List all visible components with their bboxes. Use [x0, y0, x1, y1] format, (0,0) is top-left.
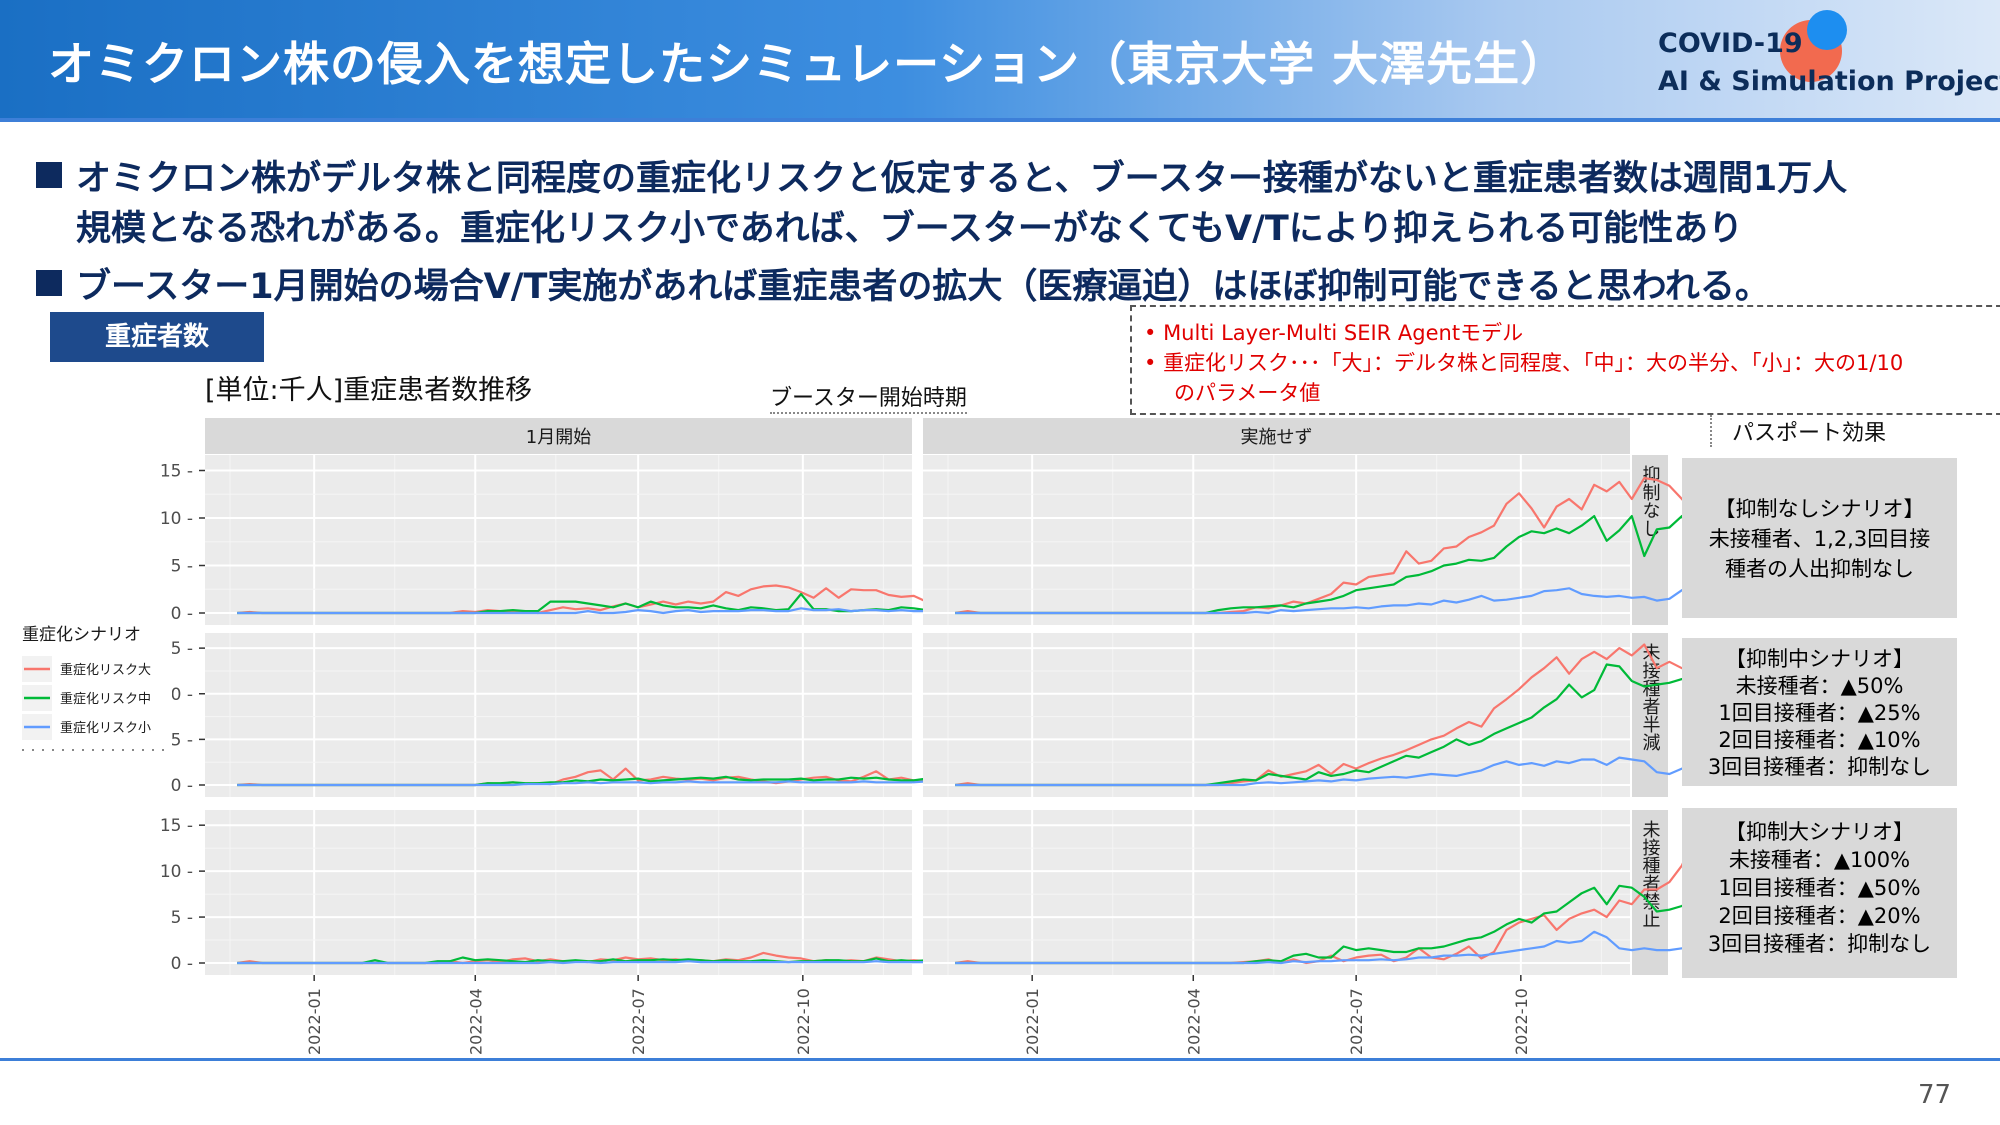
y-tick-label: 5 - [171, 908, 193, 928]
bullet-1-line-1: オミクロン株がデルタ株と同程度の重症化リスクと仮定すると、ブースター接種がないと… [76, 159, 1848, 199]
title-banner [0, 0, 2000, 118]
passport-effect-header: パスポート効果 [1710, 415, 1886, 447]
logo-text-covid: COVID-19 [1658, 28, 1803, 59]
bullet-2: ブースター1月開始の場合V/T実施があれば重症患者の拡大（医療逼迫）はほぼ抑制可… [76, 267, 1770, 307]
panel-r2-c1-bg [923, 810, 1630, 975]
bullet-1-line-2: 規模となる恐れがある。重症化リスク小であれば、ブースターがなくてもV/Tにより抑… [76, 209, 1744, 249]
legend-label-重症化リスク小: 重症化リスク小 [60, 720, 151, 736]
scenario-medium-line-5: 3回目接種者：抑制なし [1707, 755, 1932, 779]
panel-r0-c1 [923, 455, 1720, 625]
scenario-box-medium: 【抑制中シナリオ】 未接種者：▲50% 1回目接種者：▲25% 2回目接種者：▲… [1682, 638, 1957, 786]
y-tick-label: 5 - [171, 557, 193, 577]
y-tick-label: 0 - [171, 954, 193, 974]
panel-r0-c0-bg [205, 455, 912, 625]
panel-r0-c1-bg [923, 455, 1630, 625]
panel-r1-c0 [205, 633, 1002, 797]
scenario-none-line-2: 未接種者、1,2,3回目接 [1708, 527, 1931, 551]
series-line-重症化リスク小-r2-c1 [955, 930, 1720, 965]
page-title: オミクロン株の侵入を想定したシミュレーション（東京大学 大澤先生） [48, 37, 1568, 91]
banner-divider [0, 118, 2000, 122]
facet-strip-col-0 [205, 418, 912, 454]
model-note-box: • Multi Layer-Multi SEIR Agentモデル • 重症化リ… [1130, 305, 2000, 415]
series-line-重症化リスク小-r1-c1 [955, 756, 1720, 787]
facet-strip-row-1 [1632, 633, 1668, 797]
y-tick-label: 10 - [160, 509, 193, 529]
legend-label-重症化リスク中: 重症化リスク中 [60, 691, 151, 707]
booster-start-header: ブースター開始時期 [770, 380, 967, 414]
y-tick-label: 10 - [160, 862, 193, 882]
y-tick-label: 15 - [160, 816, 193, 836]
scenario-strong-line-4: 2回目接種者：▲20% [1718, 904, 1921, 928]
series-line-重症化リスク小-r0-c0 [237, 607, 1002, 615]
scenario-box-strong: 【抑制大シナリオ】 未接種者：▲100% 1回目接種者：▲50% 2回目接種者：… [1682, 808, 1957, 978]
facet-strip-col-1 [923, 418, 1630, 454]
x-tick-label: 2022-07 [1347, 988, 1366, 1055]
scenario-none-line-3: 種者の人出抑制なし [1725, 557, 1914, 581]
panel-r1-c1-bg [923, 633, 1630, 797]
x-tick-label: 2022-04 [466, 988, 485, 1055]
x-tick-label: 2022-04 [1184, 988, 1203, 1055]
facet-label-row-1: 未接種者半減 [1640, 643, 1661, 751]
scenario-medium-line-3: 1回目接種者：▲25% [1718, 701, 1921, 725]
logo-text-project: AI & Simulation Project [1658, 66, 2000, 97]
panel-r1-c1 [923, 633, 1720, 797]
y-tick-label: 0 - [171, 776, 193, 796]
y-tick-label: 15 - [160, 462, 193, 482]
note-bullet-2: • 重症化リスク･･･「大」：デルタ株と同程度、「中」：大の半分、「小」：大の1… [1144, 351, 1904, 375]
y-tick-label: 5 - [171, 639, 193, 659]
series-line-重症化リスク小-r0-c1 [955, 583, 1720, 615]
scenario-strong-line-3: 1回目接種者：▲50% [1718, 876, 1921, 900]
scenario-box-none: 【抑制なしシナリオ】 未接種者、1,2,3回目接 種者の人出抑制なし [1682, 458, 1957, 618]
facet-label-col-1: 実施せず [1241, 427, 1313, 448]
series-line-重症化リスク小-r1-c0 [237, 780, 1002, 787]
facet-label-col-0: 1月開始 [526, 427, 591, 448]
panel-r2-c0-bg [205, 810, 912, 975]
bullet-square-1 [36, 162, 62, 188]
scenario-strong-line-2: 未接種者：▲100% [1728, 848, 1911, 872]
chart-caption: [単位:千人]重症患者数推移 [205, 375, 533, 406]
panel-r2-c0 [205, 810, 1002, 975]
x-tick-label: 2022-01 [1023, 988, 1042, 1055]
logo-blue-circle [1807, 10, 1847, 50]
y-tick-label: 0 - [171, 604, 193, 624]
legend-title: 重症化シナリオ [22, 625, 141, 645]
severe-patients-tag: 重症者数 [50, 312, 264, 362]
y-tick-label: 5 - [171, 730, 193, 750]
page-number: 77 [1918, 1080, 1952, 1110]
facet-label-row-2: 未接種者禁止 [1640, 820, 1661, 928]
footer-divider [0, 1058, 2000, 1061]
x-tick-label: 2022-10 [1512, 988, 1531, 1055]
note-text-3: のパラメータ値 [1174, 381, 1321, 405]
y-tick-label: 0 - [171, 685, 193, 705]
panel-r2-c1 [923, 810, 1721, 975]
scenario-none-title: 【抑制なしシナリオ】 [1714, 497, 1925, 521]
x-tick-label: 2022-01 [305, 988, 324, 1055]
scenario-medium-line-4: 2回目接種者：▲10% [1718, 728, 1921, 752]
scenario-medium-line-2: 未接種者：▲50% [1735, 674, 1904, 698]
note-text-1: Multi Layer-Multi SEIR Agentモデル [1163, 321, 1524, 345]
scenario-strong-line-5: 3回目接種者：抑制なし [1707, 932, 1932, 956]
legend-label-重症化リスク大: 重症化リスク大 [60, 662, 151, 678]
series-line-重症化リスク小-r2-c0 [237, 960, 1002, 965]
scenario-strong-title: 【抑制大シナリオ】 [1725, 820, 1914, 844]
x-tick-label: 2022-07 [629, 988, 648, 1055]
bullet-square-2 [36, 270, 62, 296]
scenario-medium-title: 【抑制中シナリオ】 [1725, 647, 1914, 671]
note-text-2: 重症化リスク･･･「大」：デルタ株と同程度、「中」：大の半分、「小」：大の1/1… [1163, 351, 1904, 375]
panel-r1-c0-bg [205, 633, 912, 797]
note-bullet-1: • Multi Layer-Multi SEIR Agentモデル [1144, 321, 1524, 345]
panel-r0-c0 [205, 455, 1002, 625]
x-tick-label: 2022-10 [794, 988, 813, 1055]
facet-label-row-0: 抑制なし [1640, 465, 1661, 537]
